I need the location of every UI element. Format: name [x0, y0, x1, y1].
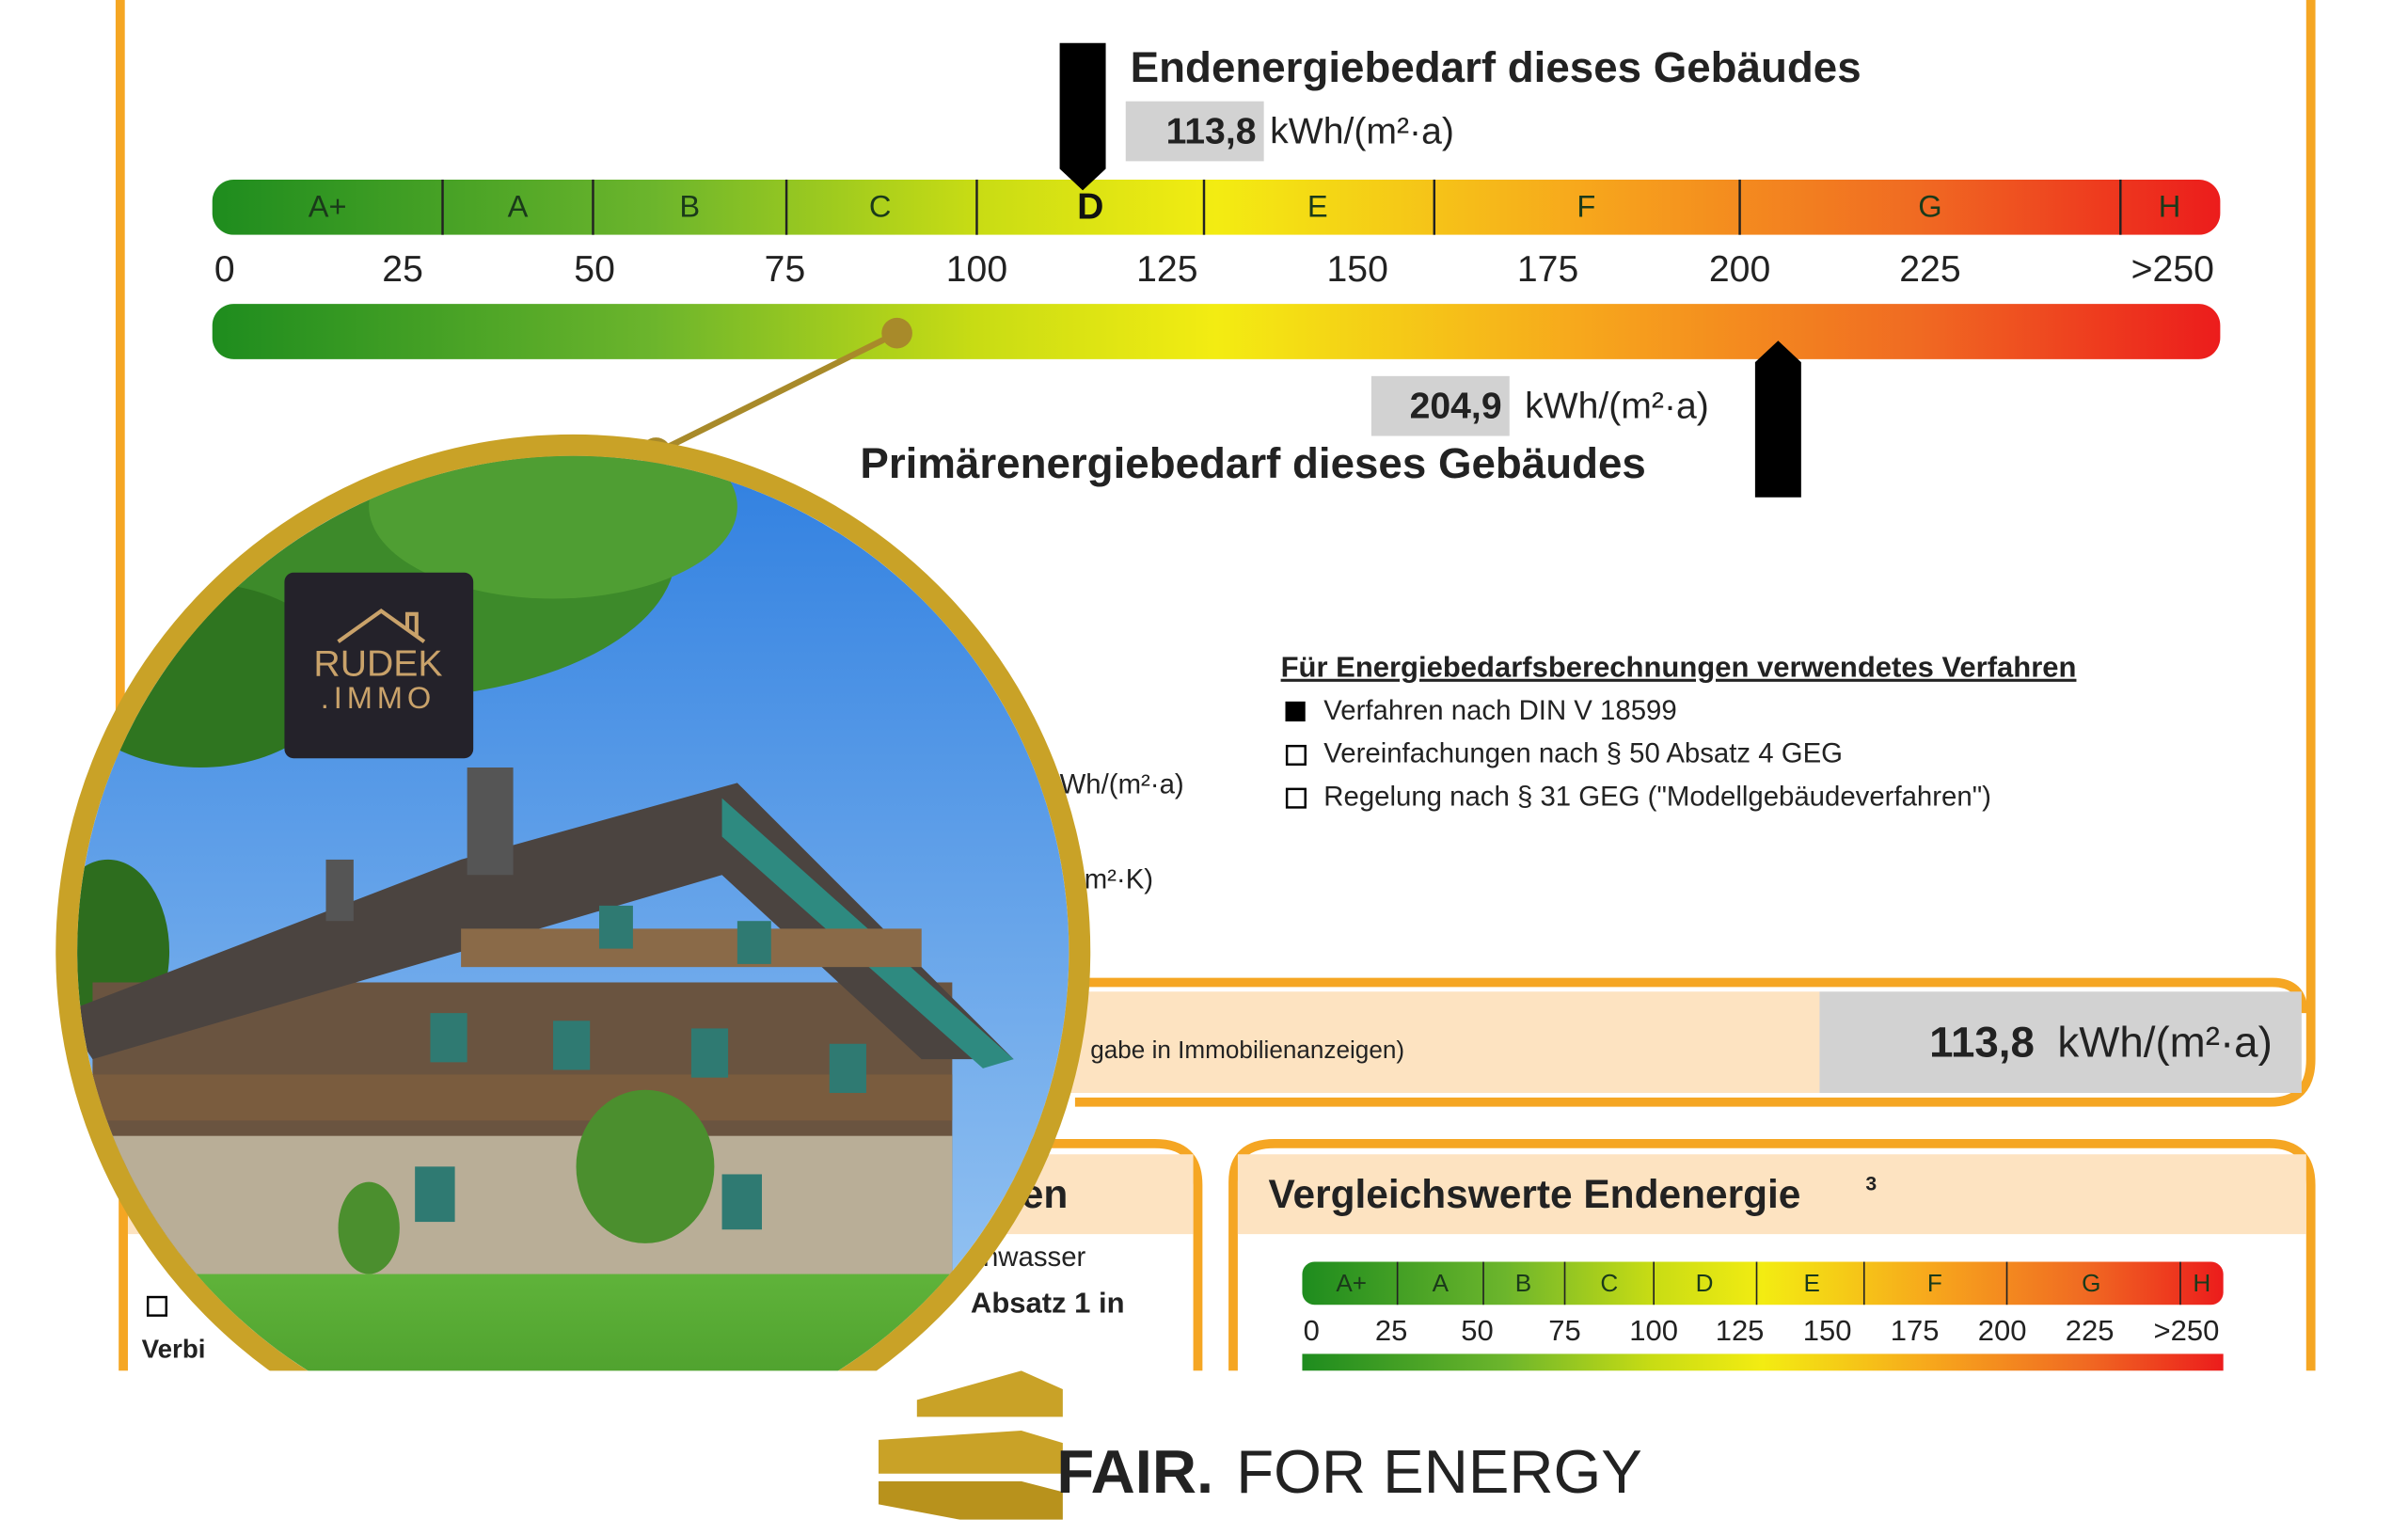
listing-value: 113,8 — [1929, 1018, 2035, 1066]
gradient-bar — [1302, 1353, 2224, 1371]
scale-label: 125 — [1136, 249, 1197, 290]
scale-label: 175 — [1891, 1314, 1940, 1347]
scale-label: 50 — [1461, 1314, 1493, 1347]
fragment: Absatz 1 in — [971, 1286, 1125, 1319]
checkbox — [1285, 744, 1307, 766]
class-label: E — [1307, 189, 1328, 224]
fragment: nwasser — [983, 1242, 1086, 1273]
logo-sub: .IMMO — [321, 680, 436, 715]
footer-tagline: FOR ENERGY — [1236, 1437, 1642, 1506]
class-label: C — [1600, 1269, 1618, 1297]
checkbox — [1285, 787, 1307, 809]
primary-value: 204,9 — [1410, 386, 1502, 426]
scale-label: >250 — [2131, 249, 2214, 290]
primary-marker — [1754, 340, 1801, 498]
primary-title: Primärenergiebedarf dieses Gebäudes — [860, 439, 1645, 487]
fragment: Wh/(m²·a) — [1060, 768, 1184, 799]
final-value: 113,8 — [1166, 111, 1257, 151]
scale-label: 175 — [1517, 249, 1578, 290]
procedure-heading: Für Energiebedarfsberechnungen verwendet… — [1281, 651, 2077, 684]
class-label: C — [869, 189, 892, 224]
class-bar — [212, 179, 2221, 235]
footer-bg — [0, 1370, 2408, 1535]
listing-unit: kWh/(m²·a) — [2057, 1018, 2272, 1066]
final-unit: kWh/(m²·a) — [1270, 111, 1454, 151]
class-label: A+ — [309, 189, 347, 224]
class-label: H — [2193, 1269, 2210, 1297]
scale-label: 200 — [1978, 1314, 2027, 1347]
scale-label: 0 — [214, 249, 235, 290]
box-header — [1237, 1154, 2306, 1235]
value-box — [1370, 375, 1510, 436]
connector — [654, 330, 899, 456]
procedure-option: Regelung nach § 31 GEG ("Modellgebäudeve… — [1323, 781, 1991, 812]
class-label: H — [2159, 189, 2181, 224]
class-label: B — [679, 189, 700, 224]
connector-dot — [881, 317, 912, 349]
scale-label: 150 — [1803, 1314, 1852, 1347]
class-label: A+ — [1336, 1269, 1367, 1297]
scale-label: 0 — [1304, 1314, 1320, 1347]
final-marker — [1059, 42, 1106, 191]
scale-label: 25 — [1375, 1314, 1407, 1347]
comparison-scale: A+ A B C D E F G H 0 25 50 75 100 125 150 175 200 225 >250 — [1302, 1261, 2224, 1371]
class-bar — [1302, 1261, 2224, 1306]
footnote: 3 — [1865, 1174, 1877, 1195]
final-title: Endenergiebedarf dieses Gebäudes — [1131, 43, 1861, 91]
logo-roof — [337, 609, 426, 643]
class-label: D — [1077, 186, 1103, 227]
scale-label: 200 — [1709, 249, 1770, 290]
scale-label: 100 — [1629, 1314, 1678, 1347]
checkbox-checked — [1285, 701, 1306, 722]
rudek-logo — [284, 572, 474, 759]
listing-value-box — [1819, 991, 2302, 1093]
comparison-title: Vergleichswerte Endenergie — [1269, 1172, 1801, 1216]
energy-scale: A+ A B C D E F G H 0 25 50 75 100 125 150 175 200 225 >250 — [212, 179, 2221, 359]
scale-label: 225 — [1899, 249, 1960, 290]
class-label: G — [1918, 189, 1941, 224]
scale-label: 75 — [1548, 1314, 1580, 1347]
scale-label: 100 — [946, 249, 1007, 290]
class-label: F — [1576, 189, 1595, 224]
scale-row — [212, 234, 2221, 303]
class-label: B — [1515, 1269, 1531, 1297]
gradient-bar — [212, 304, 2221, 359]
procedure-option: Vereinfachungen nach § 50 Absatz 4 GEG — [1323, 738, 1843, 769]
scale-label: 75 — [765, 249, 806, 290]
scale-label: 150 — [1327, 249, 1388, 290]
logo-name: RUDEK — [313, 644, 442, 685]
procedure-option: Verfahren nach DIN V 18599 — [1323, 695, 1676, 726]
house-photo — [77, 455, 1069, 1448]
primary-unit: kWh/(m²·a) — [1525, 386, 1709, 426]
scale-label: 125 — [1716, 1314, 1765, 1347]
class-label: E — [1804, 1269, 1820, 1297]
scale-label: 25 — [382, 249, 423, 290]
class-label: F — [1927, 1269, 1942, 1297]
scale-label: 50 — [574, 249, 615, 290]
footer-brand: FAIR. — [1056, 1437, 1213, 1506]
value-box — [1125, 101, 1264, 162]
fragment: gabe in Immobilienanzeigen) — [1090, 1036, 1404, 1064]
scale-label: 225 — [2066, 1314, 2115, 1347]
checkbox — [146, 1295, 167, 1317]
footer-icon — [879, 1370, 1063, 1520]
class-label: G — [2082, 1269, 2100, 1297]
scale-label: >250 — [2154, 1314, 2220, 1347]
class-label: A — [1433, 1269, 1450, 1297]
fragment: Verbi — [142, 1334, 206, 1363]
class-label: D — [1696, 1269, 1714, 1297]
listing-band — [1059, 991, 1820, 1093]
class-label: A — [508, 189, 529, 224]
fragment: m²·K) — [1085, 864, 1153, 895]
